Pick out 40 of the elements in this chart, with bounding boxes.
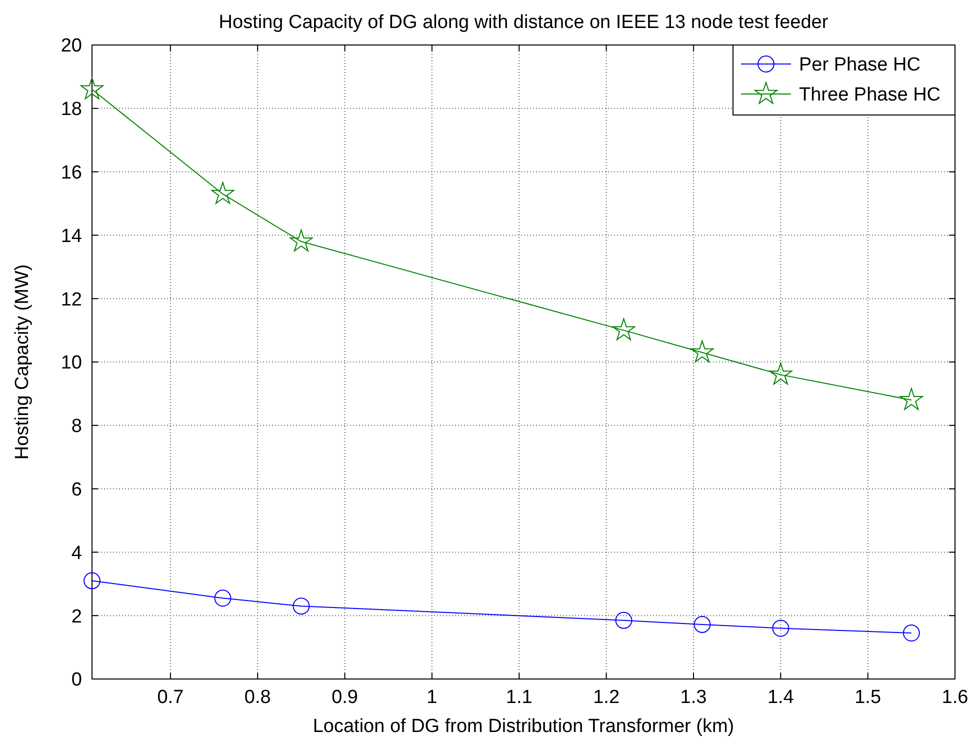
y-tick-label: 14 [60,226,82,247]
legend-label: Three Phase HC [799,84,941,106]
x-tick-label: 1.5 [854,687,882,708]
y-tick-label: 20 [60,36,82,57]
y-axis-title: Hosting Capacity (MW) [12,264,33,460]
point [292,598,310,615]
point [690,340,714,362]
x-tick-label: 1.2 [593,687,620,708]
y-tick-label: 10 [60,352,82,374]
chart-title: Hosting Capacity of DG along with distance on IEEE 13 node test feeder [218,12,829,33]
y-tick-label: 12 [60,289,82,310]
point [80,77,104,100]
point [211,182,234,204]
x-tick-label: 1.1 [506,687,532,708]
point [900,388,923,410]
point [902,624,920,642]
point [615,612,632,629]
x-tick-label: 1 [426,687,438,708]
y-tick-label: 18 [60,99,82,120]
point [84,572,100,590]
x-tick-label: 1.3 [680,687,707,708]
x-tick-label: 0.7 [157,687,184,708]
point [612,318,636,340]
y-tick-label: 6 [71,479,82,500]
point [214,590,232,607]
y-tick-label: 2 [71,606,82,628]
x-tick-label: 0.8 [244,687,271,708]
point [694,616,711,633]
legend-label: Per Phase HC [799,54,920,76]
point [772,620,790,637]
x-tick-label: 1.6 [942,687,968,708]
x-axis-title: Location of DG from Distribution Transformer (km) [312,716,734,737]
x-tick-label: 0.9 [332,687,358,708]
y-tick-label: 4 [71,542,82,564]
y-tick-label: 0 [71,670,82,691]
y-tick-label: 8 [71,416,82,438]
y-tick-label: 16 [60,162,82,184]
point [290,229,313,252]
x-tick-label: 1.4 [767,687,794,708]
point [769,362,792,385]
